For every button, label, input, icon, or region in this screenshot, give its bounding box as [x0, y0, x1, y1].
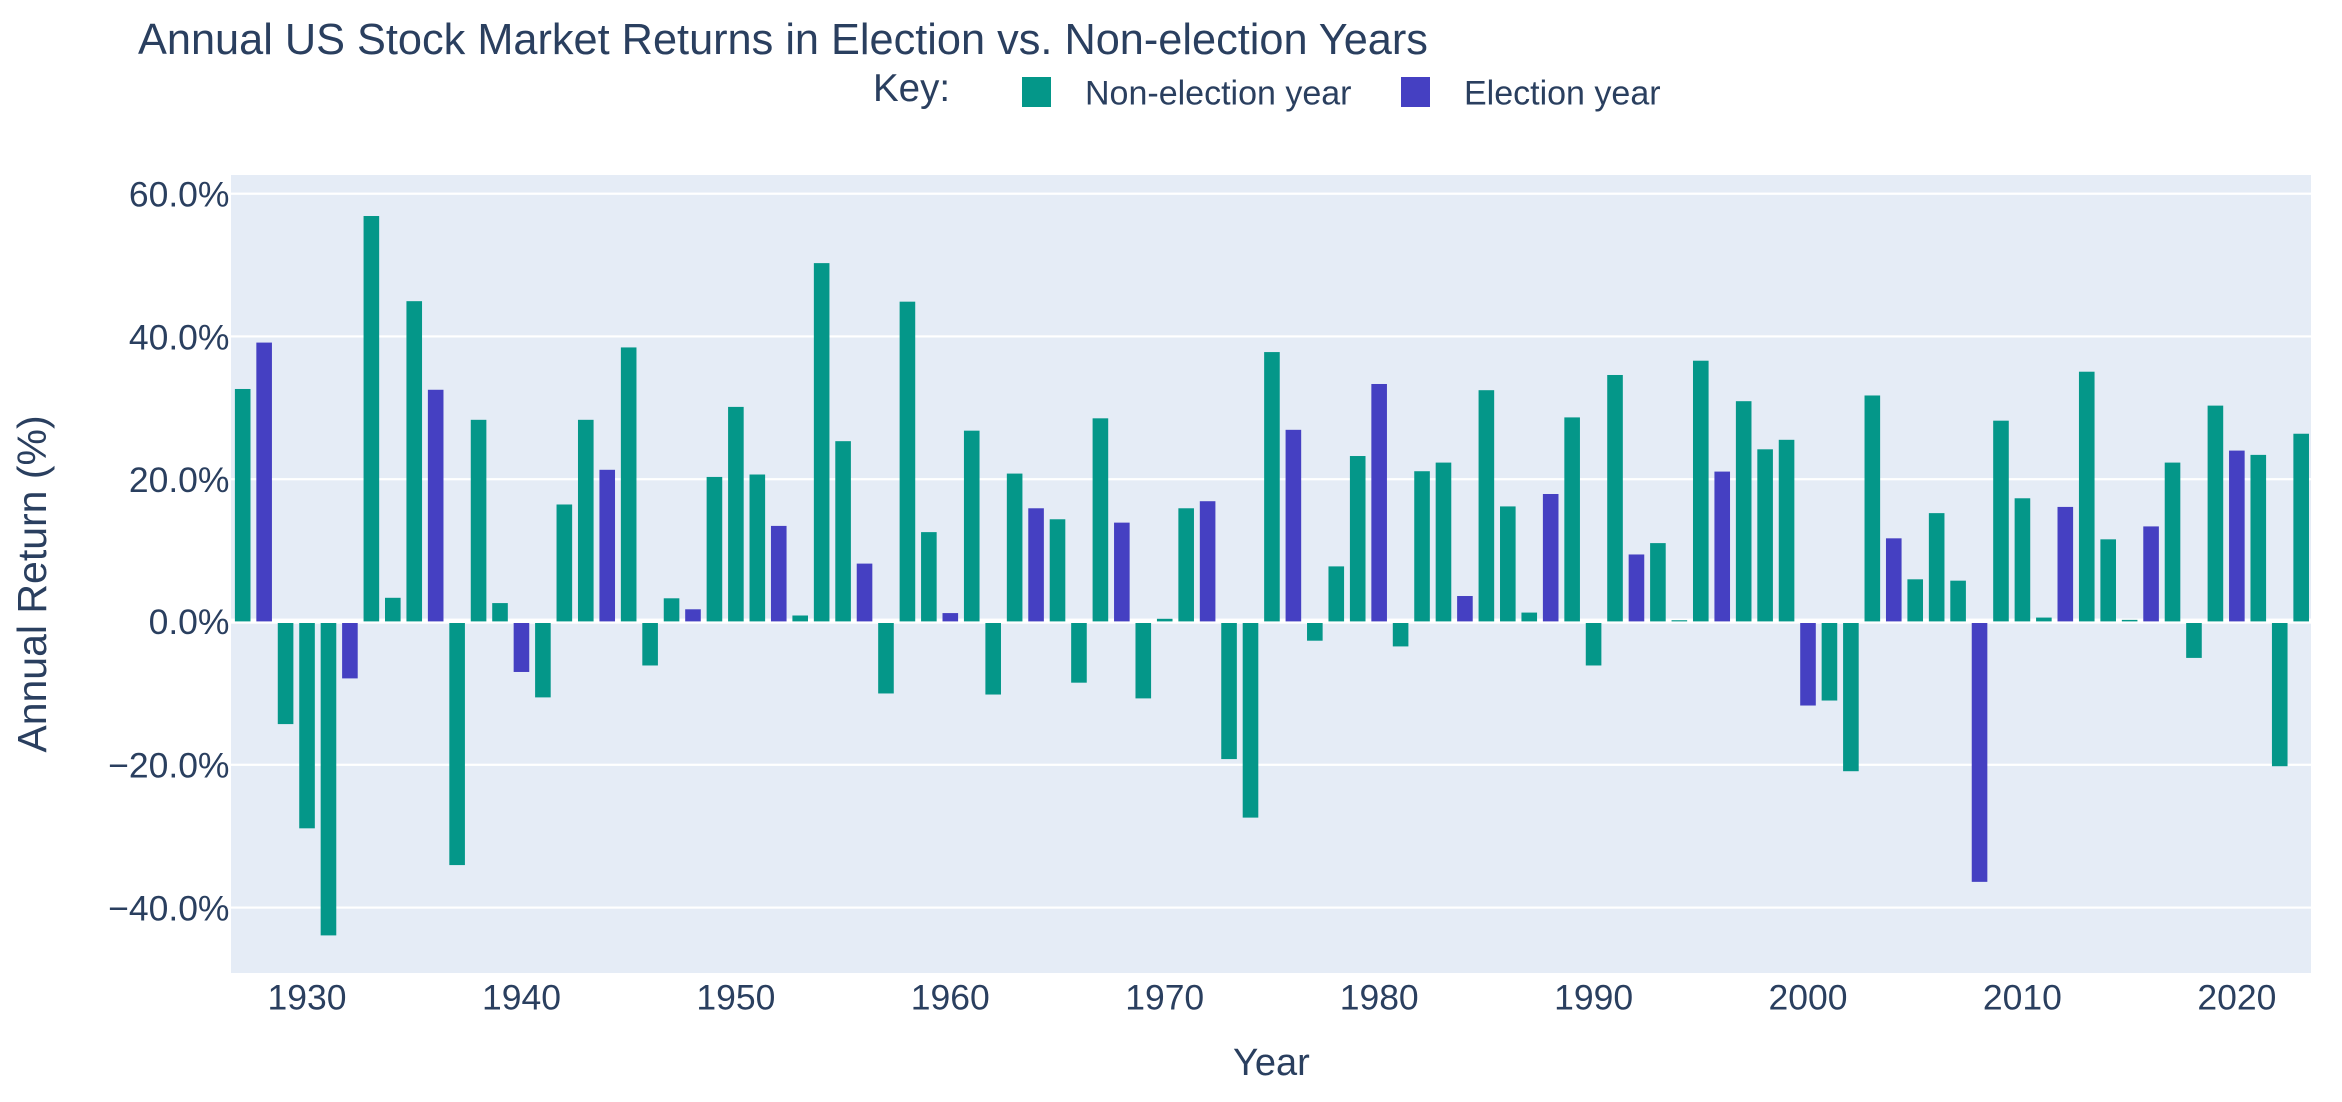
svg-text:0.0%: 0.0% [149, 602, 230, 642]
svg-text:Annual Return (%): Annual Return (%) [9, 415, 55, 752]
svg-text:60.0%: 60.0% [129, 175, 230, 215]
svg-text:40.0%: 40.0% [129, 317, 230, 357]
svg-text:1940: 1940 [482, 978, 561, 1018]
svg-text:1970: 1970 [1125, 978, 1204, 1018]
svg-text:20.0%: 20.0% [129, 460, 230, 500]
svg-text:−40.0%: −40.0% [108, 889, 229, 929]
svg-text:1980: 1980 [1340, 978, 1419, 1018]
svg-text:Key:: Key: [873, 67, 950, 110]
svg-text:Non-election year: Non-election year [1085, 75, 1351, 113]
svg-text:2010: 2010 [1983, 978, 2062, 1018]
svg-text:1950: 1950 [696, 978, 775, 1018]
svg-text:Year: Year [1233, 1042, 1310, 1084]
svg-text:2000: 2000 [1769, 978, 1848, 1018]
svg-text:Election year: Election year [1464, 75, 1661, 113]
svg-text:1960: 1960 [911, 978, 990, 1018]
svg-text:1930: 1930 [268, 978, 347, 1018]
svg-text:2020: 2020 [2197, 978, 2276, 1018]
svg-text:Annual US Stock Market Returns: Annual US Stock Market Returns in Electi… [138, 16, 1428, 64]
svg-text:−20.0%: −20.0% [108, 746, 229, 786]
svg-text:1990: 1990 [1554, 978, 1633, 1018]
